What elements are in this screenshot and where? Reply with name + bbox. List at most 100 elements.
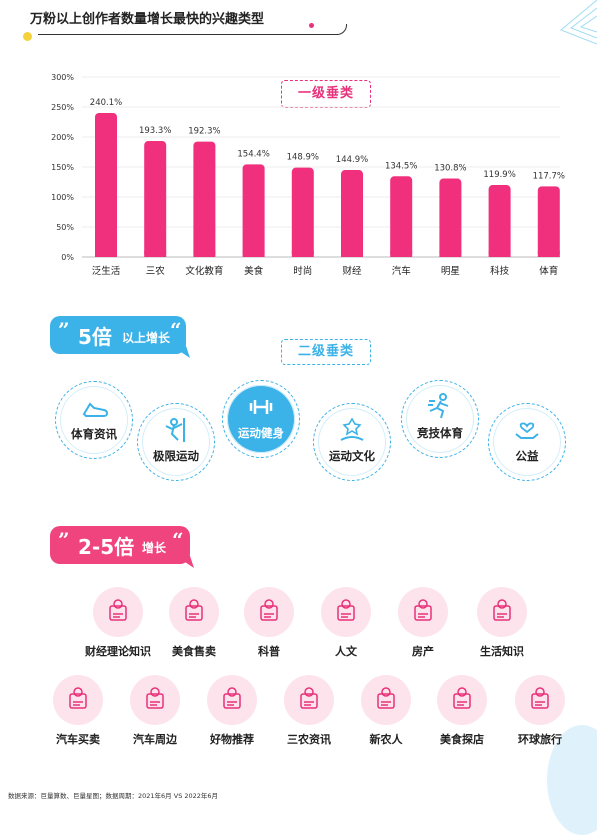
handshake-icon: [340, 417, 364, 441]
category-circle-4: 运动文化: [313, 403, 391, 481]
globe-plane-icon: [531, 687, 549, 709]
category-label: 财经理论知识: [85, 645, 151, 658]
dumbbell-icon: [249, 400, 273, 414]
category-label: 三农: [146, 265, 166, 277]
page-title: 万粉以上创作者数量增长最快的兴趣类型: [30, 12, 265, 27]
bar-财经: [341, 170, 363, 257]
growth-bar-chart: 0% 50% 100% 150% 200% 250% 300% 240.1% 泛生活 193.3%…: [51, 73, 565, 277]
bar-base: [193, 251, 216, 257]
title-underline-curve: [318, 24, 347, 35]
runner-icon: [428, 393, 449, 419]
category-label: 美食探店: [440, 733, 484, 746]
bar-三农: [144, 141, 167, 257]
quote-close-mark: “: [172, 528, 184, 552]
category-icon-circle: [477, 587, 527, 637]
y-tick-label: 250%: [51, 103, 74, 112]
category-circle-1: 体育资讯: [55, 381, 133, 459]
thumbs-up-icon: [223, 687, 241, 709]
y-tick-label: 300%: [51, 73, 74, 82]
car-front-icon: [146, 687, 164, 709]
bubble-small-text: 以上增长: [122, 331, 171, 345]
circle-label: 竞技体育: [417, 426, 463, 440]
category-icon-circle: [515, 675, 565, 725]
value-label: 144.9%: [336, 155, 368, 165]
category-label: 汽车周边: [133, 733, 177, 746]
category-label: 美食售卖: [172, 645, 216, 658]
category-label: 泛生活: [92, 265, 121, 277]
plant-shovel-icon: [377, 687, 395, 709]
bar-base: [439, 251, 462, 257]
bar-base: [488, 251, 511, 257]
bubble-big-text: 5倍: [78, 325, 112, 349]
bar-base: [291, 251, 314, 257]
category-icon-circle: [437, 675, 487, 725]
category-icon-circle: [284, 675, 334, 725]
category-label: 房产: [412, 645, 434, 658]
bar-base: [144, 251, 167, 257]
y-tick-label: 0%: [61, 253, 74, 262]
corner-triangle-decoration: [560, 0, 597, 45]
bar-base: [341, 251, 363, 257]
category-icon-circle: [130, 675, 180, 725]
value-label: 130.8%: [434, 164, 466, 174]
category-label: 环球旅行: [518, 733, 562, 746]
running-shoe-icon: [82, 402, 108, 417]
category-icon-circle: [169, 587, 219, 637]
climber-icon: [165, 418, 185, 442]
category-label: 生活知识: [480, 645, 524, 658]
lightbulb-briefcase-icon: [493, 599, 511, 621]
category-circle-2: 极限运动: [137, 403, 215, 481]
category-icon-circle: [207, 675, 257, 725]
quote-close-mark: “: [170, 318, 182, 342]
food-cart-icon: [185, 599, 203, 621]
value-label: 148.9%: [287, 153, 319, 163]
title-yellow-dot: [23, 32, 32, 41]
charity-icon: [515, 422, 539, 439]
atom-book-icon: [260, 599, 278, 621]
category-circle-6: 公益: [488, 403, 566, 481]
category-label: 科技: [490, 265, 510, 277]
circle-label: 运动健身: [238, 426, 284, 440]
value-label: 192.3%: [188, 127, 220, 137]
y-tick-label: 150%: [51, 163, 74, 172]
title-pink-dot: [309, 23, 314, 28]
value-label: 134.5%: [385, 161, 417, 171]
two-to-five-growth-bubble: ” 2-5倍 增长 “: [50, 526, 190, 564]
category-icon-circle: [361, 675, 411, 725]
category-label: 美食: [244, 265, 264, 277]
bar-文化教育: [193, 141, 216, 257]
value-label: 154.4%: [237, 149, 269, 159]
category-label: 新农人: [369, 733, 403, 746]
bar-泛生活: [95, 112, 117, 257]
category-label: 人文: [335, 645, 357, 658]
document-search-icon: [300, 687, 318, 709]
bar-base: [537, 251, 560, 257]
value-label: 117.7%: [533, 171, 565, 181]
category-circle-3: 运动健身: [222, 380, 300, 458]
y-tick-label: 200%: [51, 133, 74, 142]
bubble-small-text: 增长: [142, 541, 167, 555]
bar-时尚: [291, 167, 314, 257]
circle-label: 运动文化: [329, 449, 375, 463]
bar-汽车: [390, 176, 413, 257]
bar-明星: [439, 178, 462, 257]
y-tick-label: 100%: [51, 193, 74, 202]
quote-open-mark: ”: [58, 528, 70, 552]
circle-fill: [60, 386, 128, 454]
category-label: 三农资讯: [287, 733, 331, 746]
bubble-big-text: 2-5倍: [78, 535, 135, 559]
category-icon-circle: [244, 587, 294, 637]
data-source-footer: 数据来源：巨量算数、巨量星图；数据周期：2021年6月 VS 2022年6月: [8, 792, 219, 800]
category-icon-circle: [53, 675, 103, 725]
storefront-icon: [453, 687, 471, 709]
circle-fill: [493, 408, 561, 476]
bar-科技: [488, 185, 511, 257]
category-label: 好物推荐: [210, 733, 254, 746]
bubble-tail: [176, 556, 194, 568]
value-label: 193.3%: [139, 126, 171, 136]
bar-体育: [537, 186, 560, 257]
circle-fill: [227, 385, 295, 453]
bar-美食: [242, 164, 265, 257]
category-icon-circle: [93, 587, 143, 637]
value-label: 240.1%: [90, 98, 122, 108]
